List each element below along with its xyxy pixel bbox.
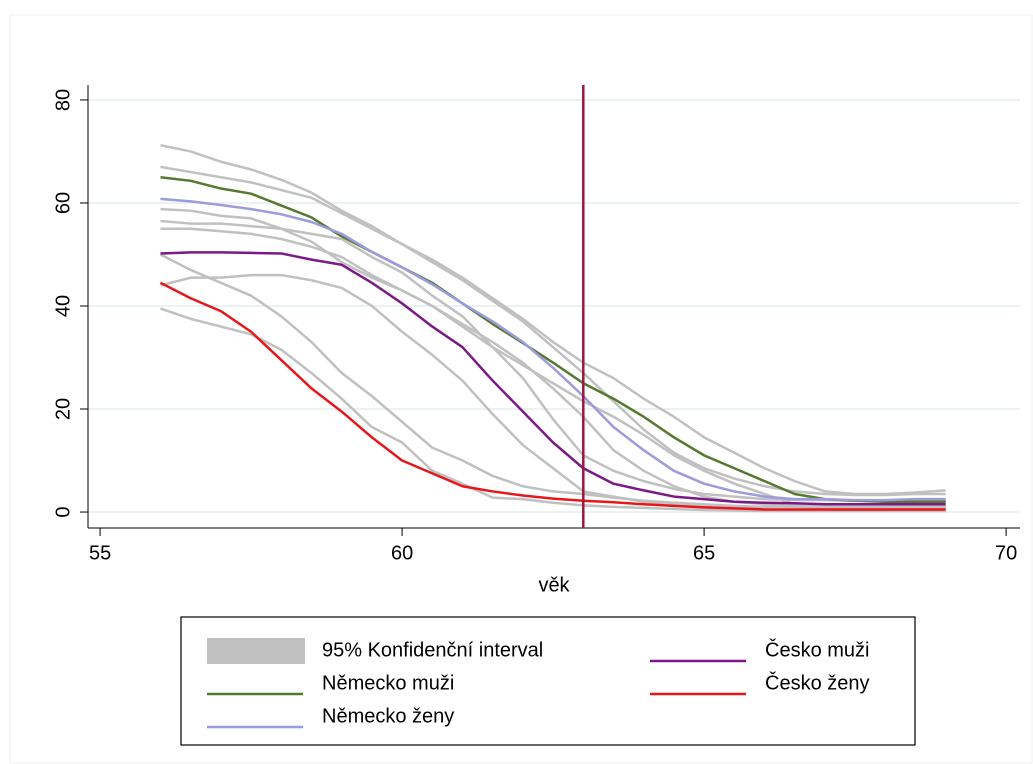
- ci-line: [160, 219, 946, 502]
- ci-line: [160, 165, 946, 497]
- legend-label: Česko ženy: [765, 671, 870, 694]
- x-axis-label: věk: [538, 574, 570, 596]
- x-tick-label: 65: [693, 542, 715, 564]
- x-tick-label: 55: [89, 542, 111, 564]
- legend-label: Německo muži: [322, 672, 454, 694]
- series-line: [159, 281, 946, 511]
- y-tick-label: 20: [52, 398, 74, 420]
- legend-label: Česko muži: [765, 638, 869, 661]
- ci-line: [160, 144, 946, 496]
- y-tick-label: 60: [52, 192, 74, 214]
- legend-swatch: [207, 638, 305, 664]
- y-tick-label: 80: [52, 89, 74, 111]
- legend-label: Německo ženy: [322, 705, 454, 727]
- x-tick-label: 60: [391, 542, 413, 564]
- series-line: [160, 197, 946, 502]
- ci-line: [160, 273, 946, 510]
- y-tick-label: 0: [52, 506, 74, 517]
- series-line: [160, 251, 946, 506]
- ci-line: [159, 253, 946, 509]
- legend-label: 95% Konfidenční interval: [322, 639, 543, 661]
- y-tick-label: 40: [52, 295, 74, 317]
- series-line: [160, 175, 946, 503]
- frame: [9, 14, 1033, 764]
- x-tick-label: 70: [995, 542, 1017, 564]
- ci-line: [160, 307, 946, 513]
